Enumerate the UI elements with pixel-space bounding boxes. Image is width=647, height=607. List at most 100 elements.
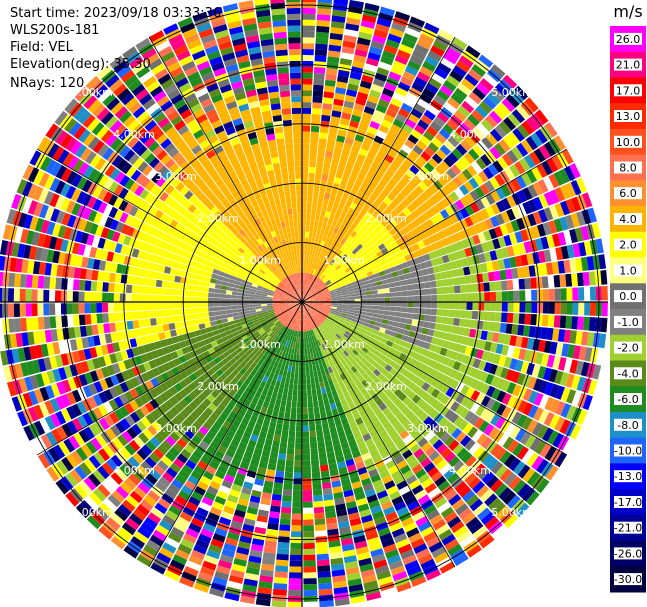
velocity-gate: [302, 307, 304, 314]
velocity-gate: [302, 60, 314, 67]
velocity-gate: [560, 200, 571, 216]
velocity-gate: [512, 443, 524, 457]
velocity-gate: [281, 310, 288, 315]
velocity-gate: [331, 305, 338, 308]
velocity-gate: [179, 511, 193, 523]
velocity-gate: [439, 247, 448, 256]
velocity-gate: [275, 312, 282, 317]
velocity-gate: [318, 252, 324, 259]
velocity-gate: [341, 335, 348, 342]
velocity-gate: [371, 313, 378, 318]
velocity-gate: [306, 279, 310, 286]
velocity-gate: [296, 348, 300, 355]
velocity-gate: [226, 429, 236, 439]
velocity-gate: [280, 512, 291, 520]
velocity-gate: [79, 462, 92, 476]
velocity-gate: [457, 105, 471, 118]
velocity-gate: [314, 214, 320, 222]
velocity-gate: [325, 327, 332, 333]
velocity-gate: [106, 458, 119, 472]
velocity-gate: [225, 329, 233, 336]
velocity-gate: [465, 387, 475, 399]
velocity-gate: [302, 290, 304, 297]
velocity-gate: [310, 274, 314, 281]
velocity-gate: [348, 584, 364, 593]
velocity-gate: [230, 438, 240, 448]
velocity-gate: [294, 454, 302, 461]
velocity-gate: [208, 292, 215, 298]
velocity-gate: [454, 221, 463, 232]
velocity-gate: [447, 235, 456, 245]
velocity-gate: [324, 404, 331, 412]
velocity-gate: [311, 308, 317, 313]
velocity-gate: [587, 207, 598, 223]
velocity-gate: [160, 339, 168, 348]
velocity-gate: [232, 361, 240, 369]
velocity-gate: [97, 323, 105, 335]
velocity-gate: [446, 47, 461, 60]
velocity-gate: [373, 257, 381, 265]
velocity-gate: [388, 335, 396, 343]
velocity-gate: [328, 312, 335, 317]
velocity-gate: [249, 307, 256, 311]
velocity-gate: [490, 215, 500, 228]
velocity-gate: [482, 453, 494, 467]
velocity-gate: [368, 468, 379, 478]
velocity-gate: [216, 338, 224, 345]
velocity-gate: [90, 303, 97, 314]
velocity-gate: [209, 480, 221, 491]
velocity-gate: [239, 367, 247, 376]
velocity-gate: [499, 269, 507, 281]
velocity-gate: [373, 559, 388, 569]
velocity-gate: [371, 290, 378, 295]
velocity-gate: [455, 60, 471, 73]
velocity-gate: [343, 225, 350, 233]
velocity-gate: [306, 293, 311, 298]
velocity-gate: [307, 303, 314, 305]
velocity-gate: [412, 49, 427, 61]
velocity-gate: [72, 418, 83, 432]
velocity-gate: [404, 495, 417, 506]
velocity-gate: [369, 380, 377, 389]
velocity-gate: [277, 322, 283, 329]
velocity-gate: [478, 302, 485, 311]
velocity-gate: [201, 380, 211, 389]
velocity-gate: [233, 558, 247, 567]
velocity-gate: [275, 559, 289, 567]
velocity-gate: [503, 258, 511, 269]
velocity-gate: [355, 43, 370, 52]
velocity-gate: [39, 387, 50, 402]
velocity-gate: [387, 33, 402, 44]
velocity-gate: [60, 408, 72, 423]
velocity-gate: [384, 364, 393, 372]
velocity-gate: [327, 272, 333, 279]
velocity-gate: [391, 450, 402, 460]
velocity-gate: [306, 285, 310, 292]
velocity-gate: [190, 302, 197, 308]
velocity-gate: [331, 364, 337, 372]
velocity-gate: [565, 315, 573, 329]
velocity-gate: [381, 475, 393, 485]
velocity-gate: [257, 467, 267, 475]
velocity-gate: [495, 343, 504, 355]
velocity-gate: [284, 297, 291, 300]
velocity-gate: [285, 358, 290, 366]
velocity-gate: [211, 389, 220, 399]
velocity-gate: [120, 321, 128, 331]
velocity-gate: [190, 549, 205, 561]
velocity-gate: [458, 344, 467, 354]
velocity-gate: [273, 361, 279, 368]
velocity-gate: [249, 302, 255, 305]
velocity-gate: [133, 486, 147, 499]
velocity-gate: [571, 316, 579, 330]
velocity-gate: [325, 236, 331, 243]
velocity-gate: [549, 383, 560, 398]
velocity-gate: [289, 329, 293, 336]
velocity-gate: [245, 340, 252, 347]
velocity-gate: [580, 256, 589, 271]
velocity-gate: [348, 439, 357, 448]
velocity-gate: [374, 516, 387, 526]
velocity-gate: [260, 304, 267, 307]
velocity-gate: [305, 336, 309, 343]
velocity-gate: [335, 289, 342, 293]
